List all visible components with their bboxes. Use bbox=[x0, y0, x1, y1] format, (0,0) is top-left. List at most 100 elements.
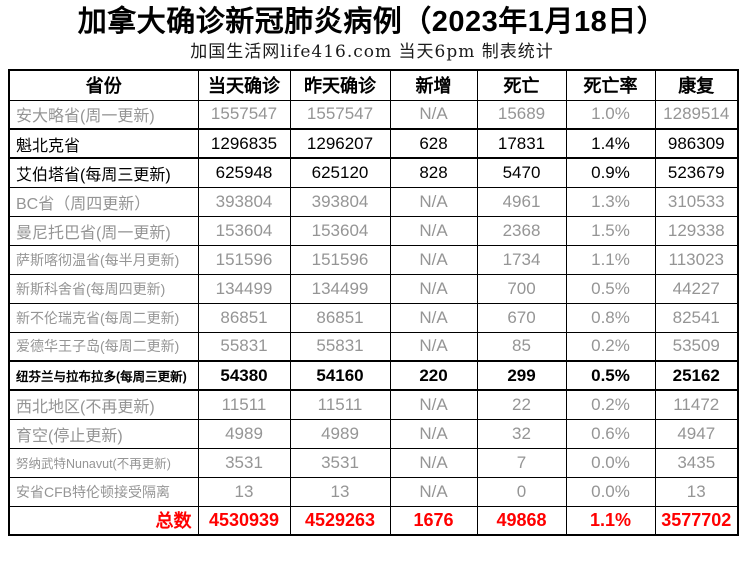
new-cases-cell: N/A bbox=[389, 476, 478, 507]
death-rate-cell: 0.5% bbox=[565, 273, 656, 304]
deaths-cell: 0 bbox=[476, 476, 567, 507]
yesterday-confirmed-cell: 151596 bbox=[289, 244, 391, 275]
deaths-cell: 670 bbox=[476, 302, 567, 333]
recovered-cell: 986309 bbox=[654, 128, 739, 159]
recovered-cell: 53509 bbox=[654, 331, 739, 362]
today-confirmed-cell: 153604 bbox=[197, 215, 291, 246]
recovered-cell: 113023 bbox=[654, 244, 739, 275]
new-cases-cell: N/A bbox=[389, 447, 478, 478]
province-cell: BC省（周四更新） bbox=[8, 186, 199, 217]
province-cell: 育空(停止更新) bbox=[8, 418, 199, 449]
table-row-manitoba: 曼尼托巴省(周一更新) 153604 153604 N/A 2368 1.5% … bbox=[8, 215, 739, 246]
new-cases-cell: N/A bbox=[389, 418, 478, 449]
province-cell: 萨斯喀彻温省(每半月更新) bbox=[8, 244, 199, 275]
header-recovered: 康复 bbox=[654, 69, 739, 101]
recovered-cell: 82541 bbox=[654, 302, 739, 333]
yesterday-confirmed-cell: 625120 bbox=[289, 157, 391, 188]
header-death-rate: 死亡率 bbox=[565, 69, 656, 101]
today-confirmed-cell: 134499 bbox=[197, 273, 291, 304]
deaths-cell: 32 bbox=[476, 418, 567, 449]
table-row-total: 总数 4530939 4529263 1676 49868 1.1% 35777… bbox=[8, 505, 739, 536]
deaths-cell: 15689 bbox=[476, 99, 567, 130]
new-cases-cell: N/A bbox=[389, 273, 478, 304]
today-confirmed-cell: 393804 bbox=[197, 186, 291, 217]
total-yesterday-confirmed-cell: 4529263 bbox=[289, 505, 391, 536]
province-cell: 西北地区(不再更新) bbox=[8, 389, 199, 420]
table-row-cfb-trenton: 安省CFB特伦顿接受隔离 13 13 N/A 0 0.0% 13 bbox=[8, 476, 739, 507]
table-row-pei: 爱德华王子岛(每周二更新) 55831 55831 N/A 85 0.2% 53… bbox=[8, 331, 739, 362]
table-row-newfoundland: 纽芬兰与拉布拉多(每周三更新) 54380 54160 220 299 0.5%… bbox=[8, 360, 739, 391]
yesterday-confirmed-cell: 86851 bbox=[289, 302, 391, 333]
yesterday-confirmed-cell: 55831 bbox=[289, 331, 391, 362]
death-rate-cell: 1.0% bbox=[565, 99, 656, 130]
recovered-cell: 523679 bbox=[654, 157, 739, 188]
province-cell: 艾伯塔省(每周三更新) bbox=[8, 157, 199, 188]
deaths-cell: 4961 bbox=[476, 186, 567, 217]
deaths-cell: 5470 bbox=[476, 157, 567, 188]
deaths-cell: 700 bbox=[476, 273, 567, 304]
yesterday-confirmed-cell: 3531 bbox=[289, 447, 391, 478]
today-confirmed-cell: 625948 bbox=[197, 157, 291, 188]
province-cell: 纽芬兰与拉布拉多(每周三更新) bbox=[8, 360, 199, 391]
table-row-saskatchewan: 萨斯喀彻温省(每半月更新) 151596 151596 N/A 1734 1.1… bbox=[8, 244, 739, 275]
deaths-cell: 7 bbox=[476, 447, 567, 478]
yesterday-confirmed-cell: 54160 bbox=[289, 360, 391, 391]
new-cases-cell: N/A bbox=[389, 244, 478, 275]
new-cases-cell: 628 bbox=[389, 128, 478, 159]
today-confirmed-cell: 55831 bbox=[197, 331, 291, 362]
today-confirmed-cell: 1557547 bbox=[197, 99, 291, 130]
yesterday-confirmed-cell: 4989 bbox=[289, 418, 391, 449]
new-cases-cell: N/A bbox=[389, 215, 478, 246]
death-rate-cell: 0.0% bbox=[565, 447, 656, 478]
province-cell: 魁北克省 bbox=[8, 128, 199, 159]
recovered-cell: 129338 bbox=[654, 215, 739, 246]
today-confirmed-cell: 3531 bbox=[197, 447, 291, 478]
death-rate-cell: 1.1% bbox=[565, 244, 656, 275]
today-confirmed-cell: 151596 bbox=[197, 244, 291, 275]
new-cases-cell: 220 bbox=[389, 360, 478, 391]
today-confirmed-cell: 54380 bbox=[197, 360, 291, 391]
table-header-row: 省份 当天确诊 昨天确诊 新增 死亡 死亡率 康复 bbox=[8, 69, 739, 101]
province-cell: 新斯科舍省(每周四更新) bbox=[8, 273, 199, 304]
deaths-cell: 85 bbox=[476, 331, 567, 362]
new-cases-cell: N/A bbox=[389, 186, 478, 217]
death-rate-cell: 0.8% bbox=[565, 302, 656, 333]
today-confirmed-cell: 4989 bbox=[197, 418, 291, 449]
new-cases-cell: 828 bbox=[389, 157, 478, 188]
yesterday-confirmed-cell: 1557547 bbox=[289, 99, 391, 130]
table-row-new-brunswick: 新不伦瑞克省(每周二更新) 86851 86851 N/A 670 0.8% 8… bbox=[8, 302, 739, 333]
recovered-cell: 44227 bbox=[654, 273, 739, 304]
today-confirmed-cell: 13 bbox=[197, 476, 291, 507]
province-cell: 安省CFB特伦顿接受隔离 bbox=[8, 476, 199, 507]
yesterday-confirmed-cell: 134499 bbox=[289, 273, 391, 304]
death-rate-cell: 1.3% bbox=[565, 186, 656, 217]
death-rate-cell: 0.6% bbox=[565, 418, 656, 449]
new-cases-cell: N/A bbox=[389, 389, 478, 420]
province-cell: 新不伦瑞克省(每周二更新) bbox=[8, 302, 199, 333]
table-row-ontario: 安大略省(周一更新) 1557547 1557547 N/A 15689 1.0… bbox=[8, 99, 739, 130]
table-row-alberta: 艾伯塔省(每周三更新) 625948 625120 828 5470 0.9% … bbox=[8, 157, 739, 188]
new-cases-cell: N/A bbox=[389, 302, 478, 333]
yesterday-confirmed-cell: 1296207 bbox=[289, 128, 391, 159]
recovered-cell: 3435 bbox=[654, 447, 739, 478]
yesterday-confirmed-cell: 153604 bbox=[289, 215, 391, 246]
yesterday-confirmed-cell: 393804 bbox=[289, 186, 391, 217]
deaths-cell: 22 bbox=[476, 389, 567, 420]
death-rate-cell: 0.5% bbox=[565, 360, 656, 391]
total-deaths-cell: 49868 bbox=[476, 505, 567, 536]
today-confirmed-cell: 86851 bbox=[197, 302, 291, 333]
table-row-northwest-territories: 西北地区(不再更新) 11511 11511 N/A 22 0.2% 11472 bbox=[8, 389, 739, 420]
page-title: 加拿大确诊新冠肺炎病例（2023年1月18日） bbox=[77, 6, 667, 38]
province-cell: 努纳武特Nunavut(不再更新) bbox=[8, 447, 199, 478]
today-confirmed-cell: 1296835 bbox=[197, 128, 291, 159]
total-today-confirmed-cell: 4530939 bbox=[197, 505, 291, 536]
death-rate-cell: 0.9% bbox=[565, 157, 656, 188]
recovered-cell: 4947 bbox=[654, 418, 739, 449]
recovered-cell: 11472 bbox=[654, 389, 739, 420]
total-new-cases-cell: 1676 bbox=[389, 505, 478, 536]
deaths-cell: 299 bbox=[476, 360, 567, 391]
total-death-rate-cell: 1.1% bbox=[565, 505, 656, 536]
province-cell: 爱德华王子岛(每周二更新) bbox=[8, 331, 199, 362]
deaths-cell: 17831 bbox=[476, 128, 567, 159]
deaths-cell: 1734 bbox=[476, 244, 567, 275]
